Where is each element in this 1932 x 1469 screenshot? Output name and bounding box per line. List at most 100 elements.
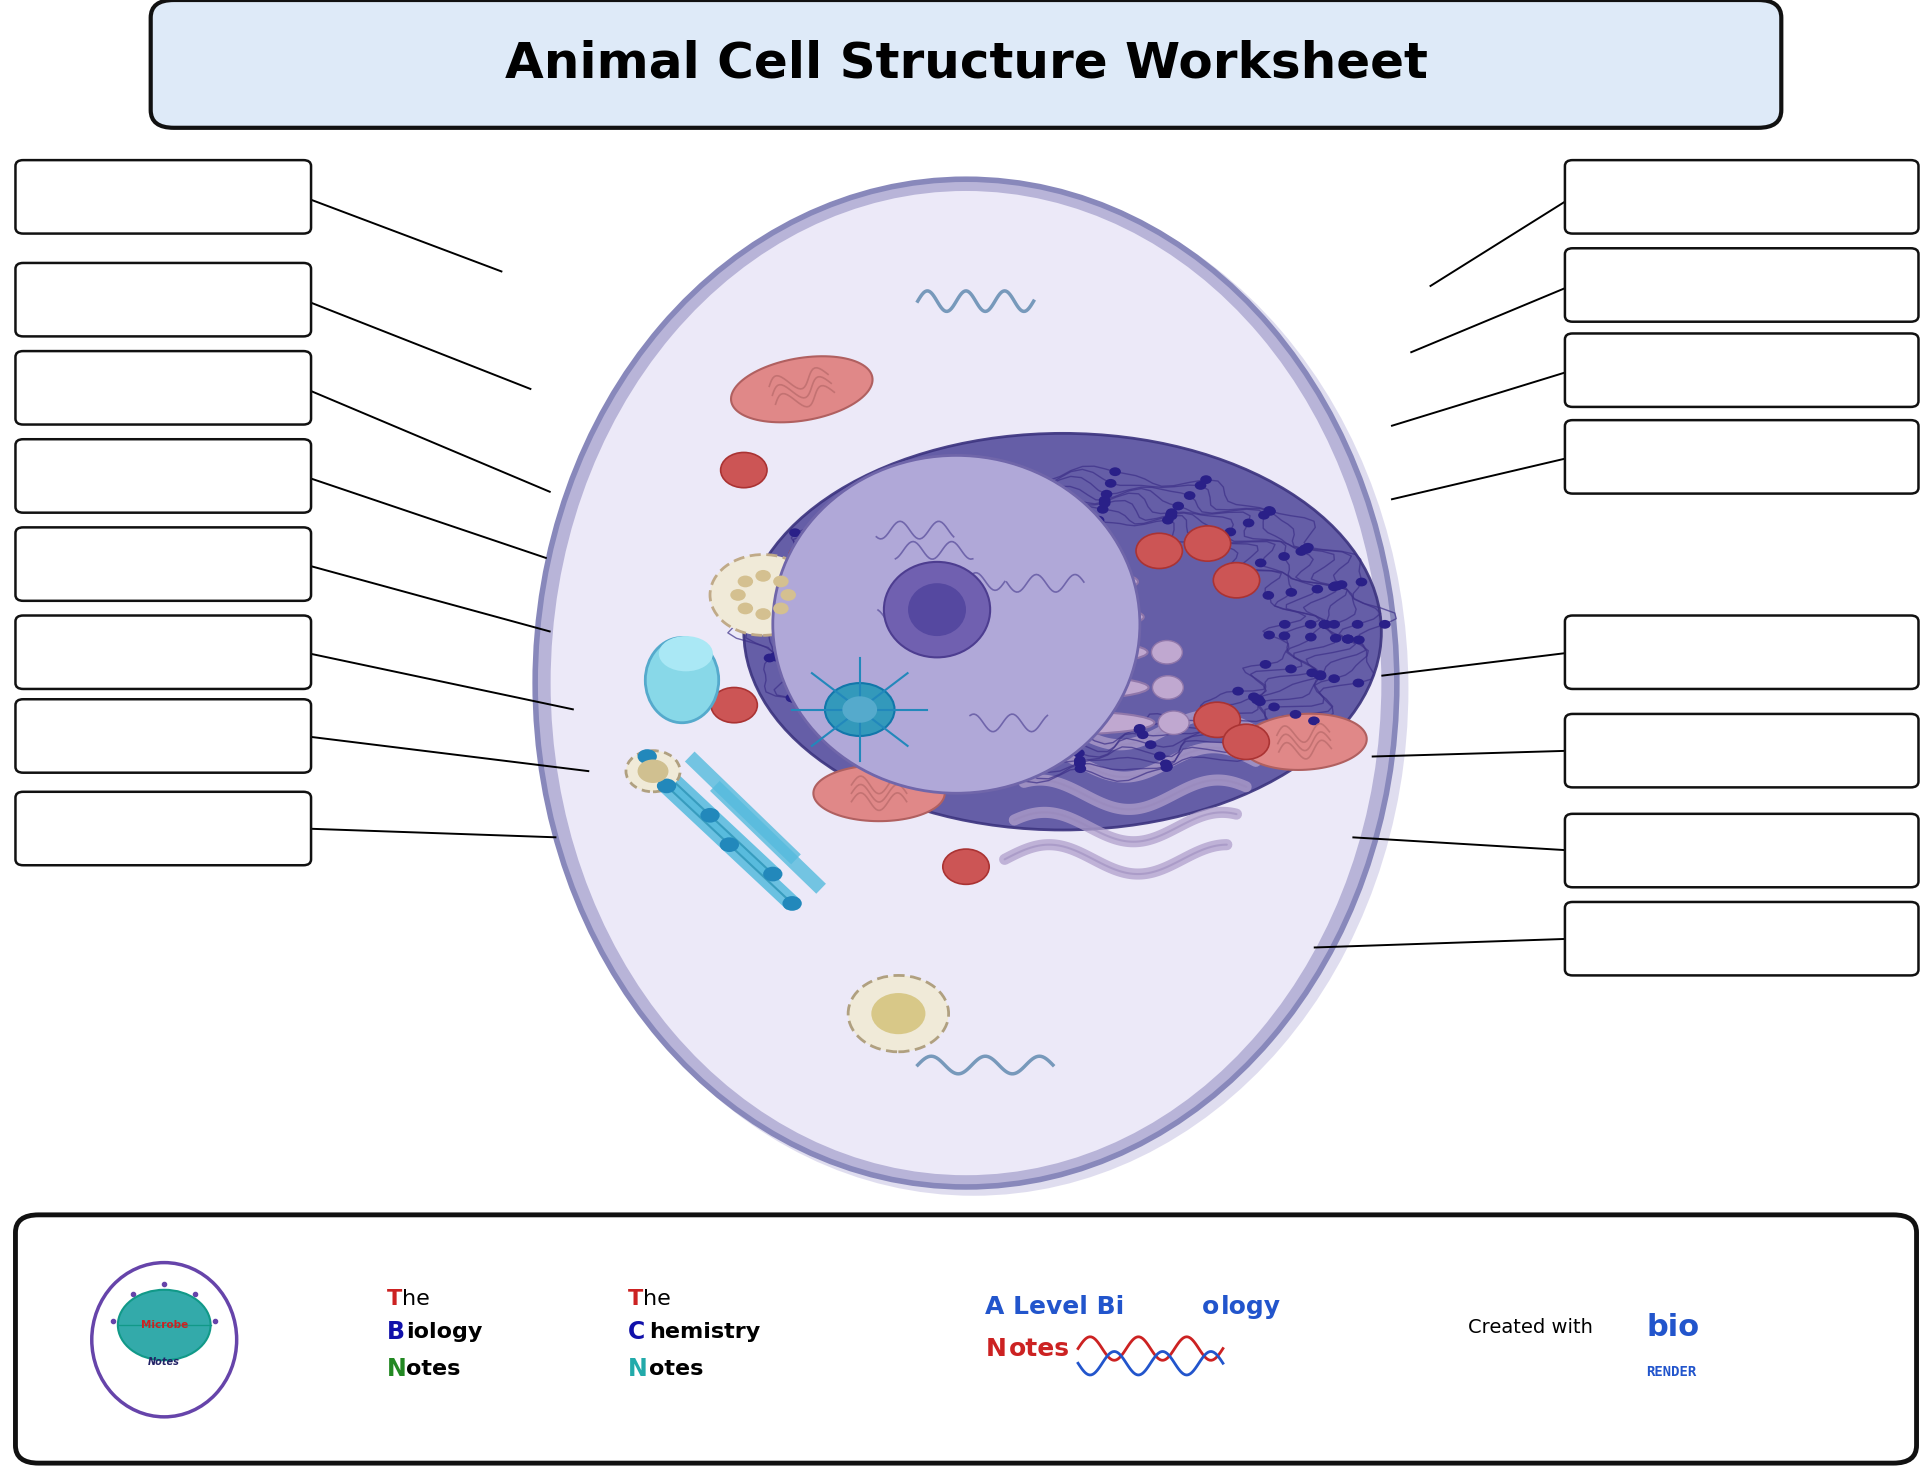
Circle shape <box>1254 698 1265 707</box>
Circle shape <box>790 692 802 701</box>
Circle shape <box>1343 635 1354 643</box>
FancyBboxPatch shape <box>15 160 311 234</box>
Circle shape <box>788 541 835 576</box>
Circle shape <box>1196 712 1208 721</box>
Circle shape <box>895 698 906 707</box>
Ellipse shape <box>885 563 991 658</box>
Circle shape <box>1343 635 1354 643</box>
Text: T: T <box>628 1288 643 1309</box>
Circle shape <box>831 682 842 690</box>
Circle shape <box>817 538 829 546</box>
Circle shape <box>1022 469 1034 477</box>
Circle shape <box>1285 588 1296 596</box>
Circle shape <box>701 808 721 823</box>
FancyBboxPatch shape <box>15 699 311 773</box>
Circle shape <box>1304 620 1316 629</box>
Circle shape <box>850 676 862 685</box>
Ellipse shape <box>539 182 1408 1196</box>
Circle shape <box>869 504 881 513</box>
Circle shape <box>738 602 753 614</box>
Text: he: he <box>402 1288 429 1309</box>
Circle shape <box>786 693 798 702</box>
Polygon shape <box>730 357 873 422</box>
Circle shape <box>943 489 954 498</box>
Circle shape <box>1291 710 1302 718</box>
Text: o: o <box>1202 1296 1219 1319</box>
Circle shape <box>891 701 902 710</box>
Circle shape <box>769 652 781 661</box>
Circle shape <box>997 751 1009 759</box>
Circle shape <box>835 730 846 739</box>
Circle shape <box>1211 533 1223 542</box>
FancyBboxPatch shape <box>1565 248 1918 322</box>
Circle shape <box>871 993 925 1034</box>
Text: Notes: Notes <box>149 1357 180 1366</box>
Text: logy: logy <box>1221 1296 1281 1319</box>
Text: C: C <box>628 1321 645 1344</box>
Text: N: N <box>386 1357 406 1381</box>
Circle shape <box>856 718 867 727</box>
Ellipse shape <box>1005 605 1144 629</box>
Circle shape <box>1105 479 1117 488</box>
Text: RENDER: RENDER <box>1646 1365 1696 1379</box>
Polygon shape <box>813 765 945 821</box>
Ellipse shape <box>118 1290 211 1360</box>
FancyBboxPatch shape <box>151 0 1781 128</box>
Circle shape <box>854 549 866 558</box>
Circle shape <box>1068 720 1080 729</box>
Circle shape <box>1184 491 1196 499</box>
Circle shape <box>638 759 668 783</box>
Circle shape <box>838 645 850 654</box>
Circle shape <box>970 519 981 527</box>
Circle shape <box>1320 620 1331 629</box>
Circle shape <box>808 577 819 586</box>
FancyBboxPatch shape <box>15 527 311 601</box>
FancyBboxPatch shape <box>1565 814 1918 887</box>
Circle shape <box>1005 733 1016 742</box>
Circle shape <box>1252 695 1264 704</box>
FancyBboxPatch shape <box>15 792 311 865</box>
Ellipse shape <box>993 640 1148 664</box>
Circle shape <box>1146 740 1157 749</box>
FancyBboxPatch shape <box>1565 160 1918 234</box>
Circle shape <box>763 654 775 663</box>
Circle shape <box>860 554 871 563</box>
Circle shape <box>1173 501 1184 510</box>
Polygon shape <box>1242 714 1366 770</box>
Circle shape <box>1298 545 1310 554</box>
Circle shape <box>889 704 900 712</box>
Circle shape <box>854 551 866 560</box>
Circle shape <box>773 602 788 614</box>
Circle shape <box>771 652 782 661</box>
Text: iology: iology <box>406 1322 483 1343</box>
Circle shape <box>1352 620 1364 629</box>
Circle shape <box>1225 527 1236 536</box>
Circle shape <box>1379 620 1391 629</box>
Circle shape <box>962 508 974 517</box>
FancyBboxPatch shape <box>1565 333 1918 407</box>
Circle shape <box>923 740 935 749</box>
Circle shape <box>1262 591 1273 599</box>
Circle shape <box>1194 480 1206 489</box>
Ellipse shape <box>972 711 1155 734</box>
Circle shape <box>1074 759 1086 768</box>
Circle shape <box>817 580 829 589</box>
Circle shape <box>1285 664 1296 673</box>
FancyBboxPatch shape <box>1565 902 1918 975</box>
Ellipse shape <box>848 975 949 1052</box>
Text: otes: otes <box>1009 1337 1070 1360</box>
Circle shape <box>1352 679 1364 687</box>
Text: B: B <box>386 1321 404 1344</box>
Ellipse shape <box>908 583 966 636</box>
Circle shape <box>856 614 867 623</box>
Circle shape <box>873 508 885 517</box>
Circle shape <box>773 576 788 588</box>
Text: N: N <box>628 1357 647 1381</box>
Circle shape <box>755 570 771 582</box>
Circle shape <box>1026 488 1037 497</box>
Circle shape <box>781 589 796 601</box>
Circle shape <box>790 613 802 621</box>
Circle shape <box>1209 536 1221 545</box>
Ellipse shape <box>773 455 1140 793</box>
Circle shape <box>1264 507 1275 516</box>
